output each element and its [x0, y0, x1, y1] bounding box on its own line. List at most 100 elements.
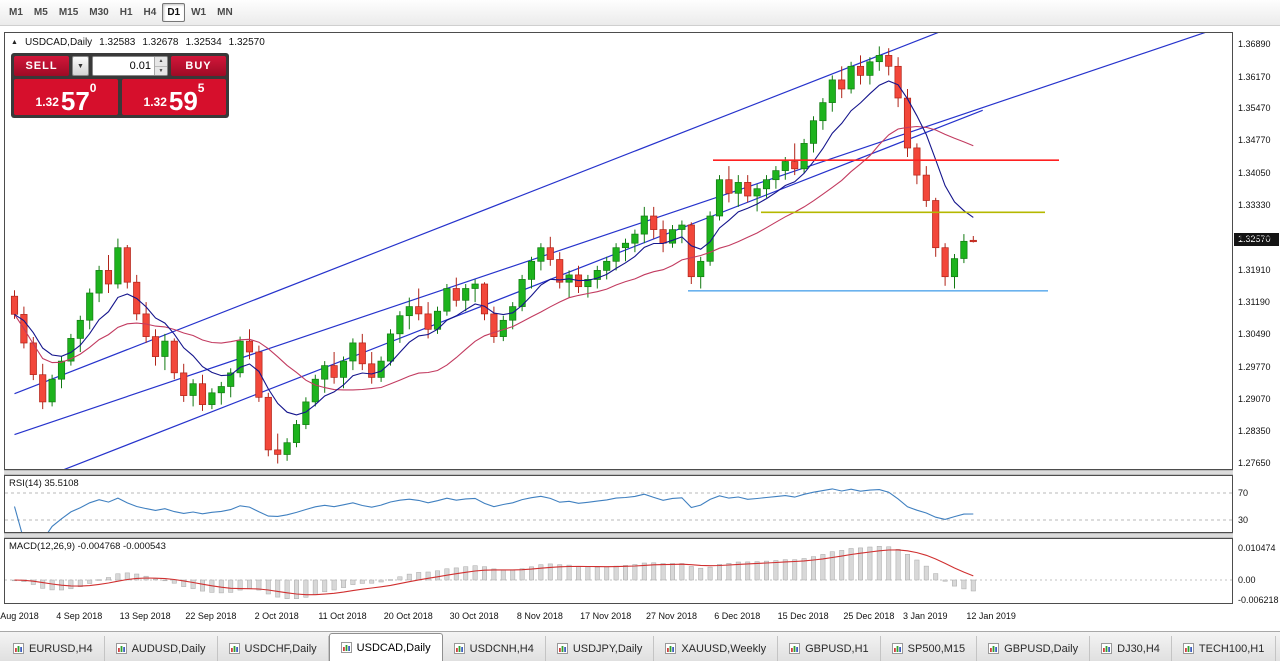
- volume-increase-button[interactable]: ▲: [155, 57, 167, 67]
- date-axis-label: 20 Oct 2018: [383, 611, 433, 621]
- chart-tab-eurusd-h4[interactable]: EURUSD,H4: [2, 636, 105, 661]
- chart-arrow-icon: ▲: [11, 39, 18, 46]
- sell-button[interactable]: SELL: [14, 56, 69, 76]
- rsi-axis-label: 30: [1238, 515, 1249, 525]
- macd-axis-label: 0.010474: [1238, 543, 1276, 553]
- price-axis-label: 1.34050: [1238, 167, 1271, 178]
- ohlc-low: 1.32534: [185, 37, 222, 48]
- chart-tab-gbpusd-h1[interactable]: GBPUSD,H1: [778, 636, 881, 661]
- timeframe-button-h4[interactable]: H4: [143, 7, 157, 18]
- ohlc-close: 1.32570: [228, 37, 265, 48]
- chart-tab-label: XAUUSD,Weekly: [681, 642, 767, 655]
- price-axis-label: 1.36170: [1238, 71, 1271, 82]
- timeframe-button-m1[interactable]: M1: [9, 7, 23, 18]
- chart-tab-icon: [665, 643, 677, 654]
- timeframe-button-d1[interactable]: D1: [162, 3, 186, 22]
- macd-histogram: [12, 546, 976, 599]
- timeframe-button-m15[interactable]: M15: [58, 7, 79, 18]
- chart-tab-sp500-m15[interactable]: SP500,M15: [881, 636, 978, 661]
- macd-signal-line: [14, 549, 974, 596]
- chart-tab-usdchf-daily[interactable]: USDCHF,Daily: [218, 636, 329, 661]
- volume-decrease-button[interactable]: ▼: [155, 67, 167, 75]
- macd-chart[interactable]: [5, 539, 1232, 603]
- price-axis-label: 1.36890: [1238, 39, 1271, 49]
- macd-panel[interactable]: MACD(12,26,9) -0.004768 -0.000543: [4, 538, 1233, 604]
- date-axis-label: 30 Oct 2018: [449, 611, 499, 621]
- chart-tab-audusd-daily[interactable]: AUDUSD,Daily: [105, 636, 218, 661]
- date-axis-label: 8 Nov 2018: [516, 611, 563, 621]
- buy-price-display[interactable]: 1.32 59 5: [122, 79, 226, 115]
- timeframe-button-mn[interactable]: MN: [217, 7, 233, 18]
- chart-tab-label: TECH100,H1: [1198, 642, 1265, 655]
- chart-tab-usdcad-daily[interactable]: USDCAD,Daily: [328, 633, 443, 661]
- buy-price-prefix: 1.32: [143, 95, 167, 109]
- rsi-axis-label: 70: [1238, 488, 1249, 498]
- chart-tab-label: USDCNH,H4: [469, 642, 534, 655]
- chart-tab-usdjpy-daily[interactable]: USDJPY,Daily: [546, 636, 655, 661]
- chart-tab-label: USDCAD,Daily: [356, 641, 431, 654]
- volume-spinner: ▲ ▼: [154, 57, 167, 75]
- sell-price-display[interactable]: 1.32 57 0: [14, 79, 118, 115]
- chart-tab-icon: [228, 643, 240, 654]
- chart-tab-label: USDCHF,Daily: [244, 642, 317, 655]
- timeframe-button-w1[interactable]: W1: [191, 7, 207, 18]
- order-options-dropdown[interactable]: ▼: [72, 56, 89, 76]
- date-axis-label: 23 Aug 2018: [0, 611, 39, 621]
- chart-tab-usdcnh-h4[interactable]: USDCNH,H4: [443, 636, 546, 661]
- macd-axis-label: 0.00: [1238, 575, 1256, 585]
- price-axis-label: 1.35470: [1238, 103, 1271, 114]
- rsi-line: [13, 488, 974, 532]
- price-axis-label: 1.31910: [1238, 264, 1271, 275]
- panel-splitter[interactable]: [4, 470, 1233, 475]
- chart-tab-icon: [340, 642, 352, 653]
- ma-fast-line: [14, 80, 974, 416]
- volume-input[interactable]: [93, 57, 154, 75]
- ohlc-high: 1.32678: [142, 37, 179, 48]
- chart-tab-icon: [1182, 643, 1194, 654]
- timeframe-button-m5[interactable]: M5: [33, 7, 48, 18]
- trendline-channel-lower[interactable]: [15, 109, 983, 469]
- chart-tab-label: GBPUSD,H1: [805, 642, 869, 655]
- candlestick-chart[interactable]: [5, 33, 1232, 469]
- date-axis-label: 2 Oct 2018: [254, 611, 299, 621]
- date-axis-label: 11 Oct 2018: [318, 611, 367, 621]
- chart-tab-gbpusd-daily[interactable]: GBPUSD,Daily: [977, 636, 1091, 661]
- chart-tab-icon: [789, 643, 801, 654]
- chart-tab-label: GBPUSD,Daily: [1004, 642, 1079, 655]
- date-axis-label: 22 Sep 2018: [185, 611, 237, 621]
- rsi-chart[interactable]: [5, 476, 1232, 532]
- date-axis-label: 3 Jan 2019: [903, 611, 948, 621]
- chart-tab-icon: [13, 643, 24, 654]
- chart-tab-xauusd-weekly[interactable]: XAUUSD,Weekly: [654, 636, 779, 661]
- price-axis-label: 1.27650: [1238, 458, 1271, 468]
- timeframe-button-m30[interactable]: M30: [89, 7, 109, 18]
- main-chart-panel[interactable]: ▲ USDCAD,Daily 1.32583 1.32678 1.32534 1…: [4, 32, 1233, 470]
- chart-tab-icon: [988, 643, 1000, 654]
- chart-tab-dj30-h4[interactable]: DJ30,H4: [1090, 636, 1172, 661]
- date-axis-label: 13 Sep 2018: [119, 611, 171, 621]
- macd-label: MACD(12,26,9) -0.004768 -0.000543: [9, 541, 166, 552]
- date-axis-label: 17 Nov 2018: [580, 611, 632, 621]
- panel-splitter[interactable]: [4, 533, 1233, 538]
- current-price-box: 1.32570: [1234, 232, 1279, 246]
- chart-tab-label: USDJPY,Daily: [572, 642, 643, 655]
- chart-tab-ukoil-h1[interactable]: UKOil,H1: [1276, 636, 1280, 661]
- chart-tab-icon: [115, 643, 127, 654]
- rsi-panel[interactable]: RSI(14) 35.5108: [4, 475, 1233, 533]
- timeframe-button-h1[interactable]: H1: [119, 7, 133, 18]
- price-axis-label: 1.28350: [1238, 426, 1271, 437]
- chart-tab-label: DJ30,H4: [1117, 642, 1160, 655]
- price-axis-label: 1.32630: [1238, 232, 1271, 243]
- chart-tab-tech100-h1[interactable]: TECH100,H1: [1172, 636, 1277, 661]
- rsi-label: RSI(14) 35.5108: [9, 478, 79, 489]
- date-axis-label: 6 Dec 2018: [714, 611, 761, 621]
- price-axis-label: 1.34770: [1238, 135, 1271, 146]
- date-axis: 23 Aug 2018 4 Sep 2018 13 Sep 2018 22 Sep 2…: [0, 604, 1280, 631]
- buy-button[interactable]: BUY: [171, 56, 226, 76]
- tab-bar: EURUSD,H4 AUDUSD,Daily USDCHF,Daily USDCAD,…: [0, 631, 1280, 661]
- date-axis-label: 12 Jan 2019: [966, 611, 1016, 621]
- price-axis-label: 1.30490: [1238, 329, 1271, 340]
- volume-field: ▲ ▼: [92, 56, 168, 76]
- sell-price-sup: 0: [89, 81, 97, 95]
- symbol-header: ▲ USDCAD,Daily 1.32583 1.32678 1.32534 1…: [11, 37, 265, 48]
